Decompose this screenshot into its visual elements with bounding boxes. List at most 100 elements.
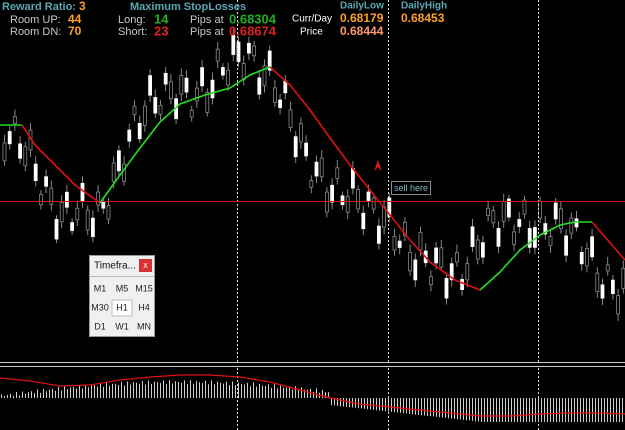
candle-body xyxy=(127,129,132,142)
candle-body xyxy=(33,163,38,182)
candle-body xyxy=(18,143,23,159)
room-dn-value: 70 xyxy=(68,24,82,38)
candle-body xyxy=(480,242,485,258)
timeframe-button[interactable]: M30 xyxy=(91,302,109,312)
candle-body xyxy=(309,180,314,188)
reward-label: Reward Ratio: xyxy=(2,1,76,13)
room-up-label: Room UP: xyxy=(10,14,61,26)
candle-body xyxy=(137,123,142,140)
annotation: sell here xyxy=(394,183,428,193)
candle-body xyxy=(454,252,459,263)
candle-body xyxy=(553,202,558,220)
short-pips-label: Pips at xyxy=(190,26,224,38)
candle-body xyxy=(621,267,625,289)
candle-body xyxy=(70,222,74,231)
price-label: Price xyxy=(300,27,323,38)
candle-body xyxy=(252,45,257,57)
candle-body xyxy=(210,79,215,99)
candle-body xyxy=(168,81,173,100)
candle-body xyxy=(298,123,303,143)
timeframe-button[interactable]: H1 xyxy=(116,302,128,312)
room-dn-label: Room DN: xyxy=(10,26,61,38)
candle-body xyxy=(434,247,439,264)
candle-body xyxy=(262,65,267,86)
candle-body xyxy=(527,228,532,248)
short-label: Short: xyxy=(118,26,147,38)
candle-body xyxy=(486,207,491,216)
candle-body xyxy=(522,199,527,215)
candle-body xyxy=(184,77,189,93)
candle-body xyxy=(39,194,43,206)
candles xyxy=(2,28,625,321)
short-value: 23 xyxy=(154,23,168,38)
timeframe-button[interactable]: H4 xyxy=(138,302,150,312)
close-button[interactable] xyxy=(139,259,152,272)
candle-body xyxy=(59,202,64,223)
timeframe-button[interactable]: MN xyxy=(137,321,151,331)
candle-body xyxy=(106,205,111,220)
long-pips-label: Pips at xyxy=(190,14,224,26)
candle-body xyxy=(470,226,475,247)
candle-body xyxy=(418,231,423,251)
candle-body xyxy=(293,136,298,158)
candle-body xyxy=(153,97,158,114)
price-value: 0.68444 xyxy=(340,24,384,38)
moving-average xyxy=(0,66,625,291)
candle-body xyxy=(101,201,106,209)
candle-body xyxy=(111,162,116,183)
timeframe-button[interactable]: D1 xyxy=(94,321,106,331)
timeframe-button[interactable]: W1 xyxy=(115,321,129,331)
timeframe-button[interactable]: M5 xyxy=(116,283,129,293)
candle-body xyxy=(241,63,246,81)
candle-body xyxy=(231,34,236,55)
candle-body xyxy=(465,262,470,281)
candle-body xyxy=(96,191,100,206)
candle-body xyxy=(304,142,309,157)
daily-low-label: DailyLow xyxy=(340,1,384,12)
candle-body xyxy=(117,150,121,172)
candle-body xyxy=(512,231,516,245)
candle-body xyxy=(361,212,366,230)
timeframe-buttons: M1 M5 M15 M30 H1 H4 D1 W1 MN xyxy=(91,283,153,331)
candle-body xyxy=(246,42,251,54)
candle-body xyxy=(272,87,277,103)
short-pips-value: 0.68674 xyxy=(229,23,277,38)
button-active[interactable] xyxy=(111,299,133,317)
candle-body xyxy=(506,198,511,218)
timeframe-button[interactable]: M1 xyxy=(94,283,107,293)
panel-title: Timefra... xyxy=(94,261,136,272)
candle-body xyxy=(314,161,319,177)
candle-body xyxy=(194,87,199,102)
long-value: 14 xyxy=(154,11,169,26)
candle-body xyxy=(324,191,329,213)
close-label[interactable]: x xyxy=(143,260,148,270)
candle-body xyxy=(585,248,589,267)
candle-body xyxy=(579,252,584,265)
candle-body xyxy=(376,225,381,244)
annotation-box xyxy=(391,181,431,195)
candle-body xyxy=(91,217,95,237)
ma-up xyxy=(99,66,271,204)
candle-body xyxy=(340,195,345,206)
candle-body xyxy=(319,157,324,178)
session-separators xyxy=(237,0,539,430)
candle-body xyxy=(366,191,371,201)
timeframe-button[interactable]: M15 xyxy=(135,283,153,293)
candle-body xyxy=(397,240,402,248)
candle-body xyxy=(564,235,568,256)
candle-body xyxy=(23,146,28,167)
candle-body xyxy=(345,196,350,213)
candle-body xyxy=(49,187,54,205)
candle-body xyxy=(80,183,85,202)
timeframe-panel: Timefra... x M1 M5 M15 M30 H1 H4 D1 W1 MN xyxy=(89,255,155,337)
candle-body xyxy=(75,207,80,221)
candle-body xyxy=(335,167,340,179)
candle-body xyxy=(569,217,574,234)
candle-body xyxy=(132,105,137,116)
candle-body xyxy=(163,72,168,85)
candle-body xyxy=(408,252,413,272)
candle-body xyxy=(387,197,392,217)
candle-body xyxy=(413,259,418,281)
candle-body xyxy=(605,264,610,272)
